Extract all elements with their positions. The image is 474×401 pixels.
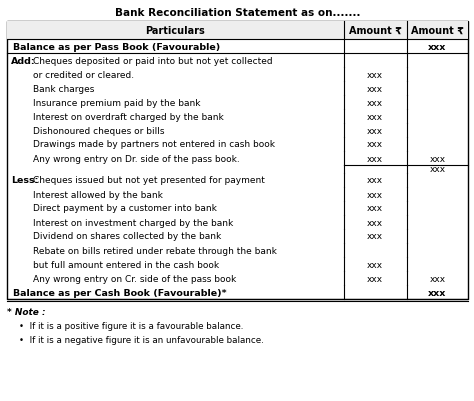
Text: xxx: xxx: [367, 218, 383, 227]
Text: Add:: Add:: [11, 57, 36, 65]
Text: Direct payment by a customer into bank: Direct payment by a customer into bank: [33, 204, 217, 213]
Text: xxx: xxx: [367, 140, 383, 149]
Text: Particulars: Particulars: [146, 26, 205, 36]
Text: xxx: xxx: [367, 232, 383, 241]
Text: * Note :: * Note :: [7, 307, 46, 316]
Text: Rebate on bills retired under rebate through the bank: Rebate on bills retired under rebate thr…: [33, 246, 277, 255]
Text: Interest on investment charged by the bank: Interest on investment charged by the ba…: [33, 218, 233, 227]
Text: xxx: xxx: [367, 70, 383, 79]
Text: Dishonoured cheques or bills: Dishonoured cheques or bills: [33, 126, 164, 135]
Text: Any wrong entry on Dr. side of the pass book.: Any wrong entry on Dr. side of the pass …: [33, 154, 240, 163]
Text: Dividend on shares collected by the bank: Dividend on shares collected by the bank: [33, 232, 221, 241]
Text: Less:: Less:: [11, 176, 38, 185]
Text: xxx: xxx: [367, 204, 383, 213]
Text: xxx: xxx: [367, 260, 383, 269]
Text: xxx: xxx: [367, 176, 383, 185]
Text: but full amount entered in the cash book: but full amount entered in the cash book: [33, 260, 219, 269]
Text: Interest allowed by the bank: Interest allowed by the bank: [33, 190, 163, 199]
Text: xxx: xxx: [429, 154, 446, 163]
Text: Cheques issued but not yet presented for payment: Cheques issued but not yet presented for…: [33, 176, 265, 185]
Text: Amount ₹: Amount ₹: [411, 26, 464, 36]
Text: Interest on overdraft charged by the bank: Interest on overdraft charged by the ban…: [33, 112, 224, 121]
Text: Cheques deposited or paid into but not yet collected: Cheques deposited or paid into but not y…: [33, 57, 273, 65]
Text: xxx: xxx: [428, 288, 447, 297]
Text: xxx: xxx: [367, 98, 383, 107]
Text: xxx: xxx: [367, 154, 383, 163]
Text: xxx: xxx: [367, 126, 383, 135]
Text: xxx: xxx: [367, 190, 383, 199]
Text: •  If it is a positive figure it is a favourable balance.: • If it is a positive figure it is a fav…: [19, 321, 243, 330]
Text: xxx: xxx: [428, 43, 447, 51]
Text: xxx: xxx: [367, 112, 383, 121]
Text: xxx: xxx: [367, 84, 383, 93]
Text: Any wrong entry on Cr. side of the pass book: Any wrong entry on Cr. side of the pass …: [33, 274, 237, 283]
Text: xxx: xxx: [429, 165, 446, 174]
Text: Drawings made by partners not entered in cash book: Drawings made by partners not entered in…: [33, 140, 275, 149]
Text: xxx: xxx: [367, 274, 383, 283]
Text: Bank charges: Bank charges: [33, 84, 94, 93]
Text: Balance as per Cash Book (Favourable)*: Balance as per Cash Book (Favourable)*: [13, 288, 227, 297]
Text: Insurance premium paid by the bank: Insurance premium paid by the bank: [33, 98, 201, 107]
Text: xxx: xxx: [429, 274, 446, 283]
Bar: [7, 22, 468, 40]
Text: Balance as per Pass Book (Favourable): Balance as per Pass Book (Favourable): [13, 43, 220, 51]
Text: Bank Reconciliation Statement as on.......: Bank Reconciliation Statement as on.....…: [115, 8, 360, 18]
Text: •  If it is a negative figure it is an unfavourable balance.: • If it is a negative figure it is an un…: [19, 335, 264, 344]
Text: Amount ₹: Amount ₹: [349, 26, 401, 36]
Text: or credited or cleared.: or credited or cleared.: [33, 70, 134, 79]
